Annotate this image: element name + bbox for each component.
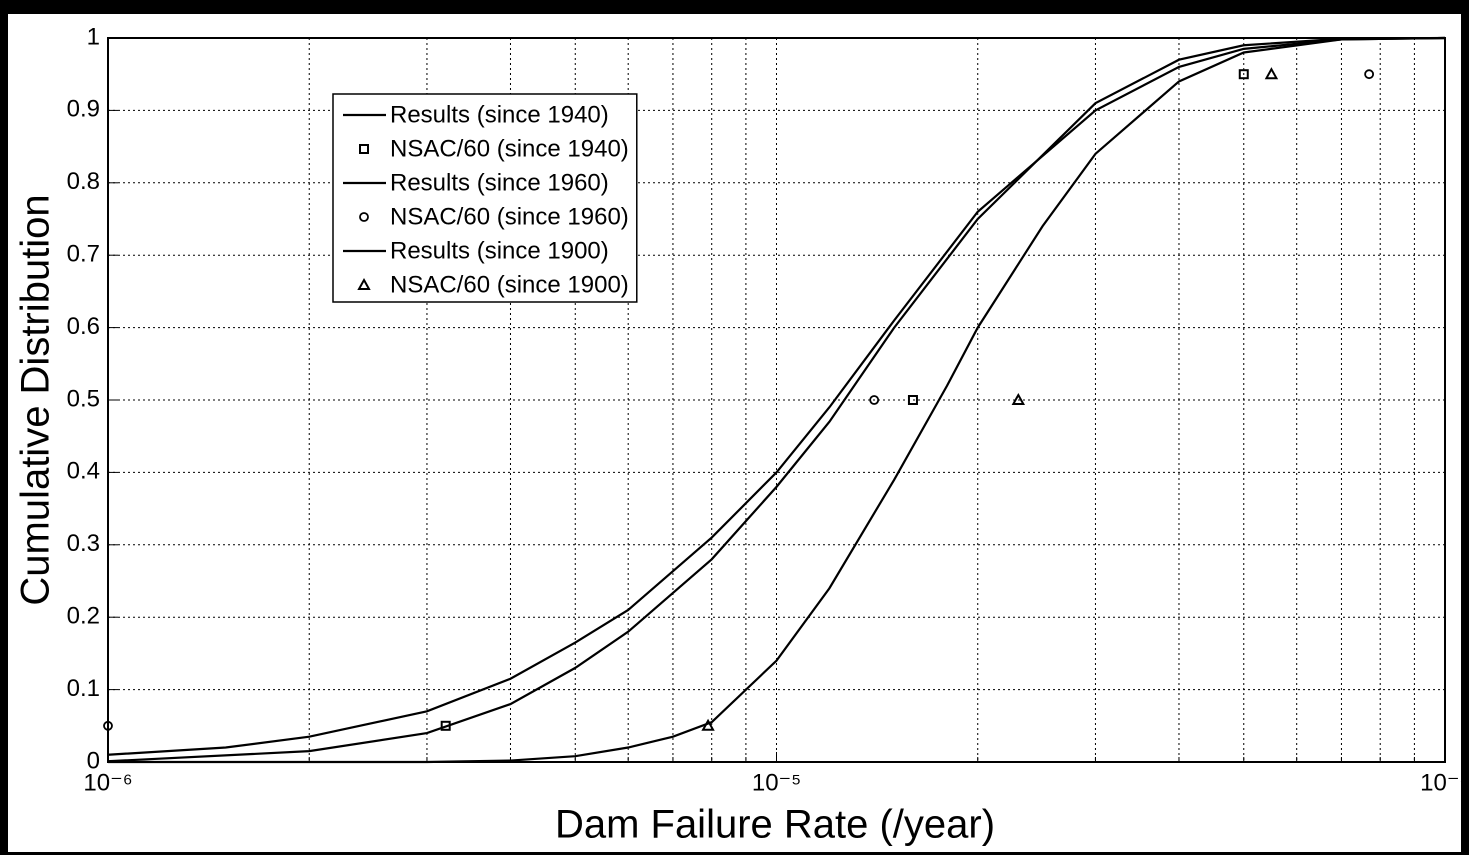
y-tick-label: 0.1 bbox=[67, 675, 100, 702]
plot-frame bbox=[107, 37, 1446, 763]
y-tick-label: 0.8 bbox=[67, 168, 100, 195]
y-tick-label: 0.3 bbox=[67, 530, 100, 557]
y-axis-label: Cumulative Distribution bbox=[14, 194, 58, 605]
legend-label: NSAC/60 (since 1960) bbox=[390, 203, 629, 230]
legend-label: Results (since 1900) bbox=[390, 237, 609, 264]
circle-marker bbox=[359, 212, 369, 222]
y-tick-label: 0.2 bbox=[67, 603, 100, 630]
triangle-marker bbox=[1264, 67, 1279, 80]
legend-box bbox=[332, 93, 638, 303]
y-tick-label: 1 bbox=[87, 23, 100, 50]
result-line bbox=[107, 36, 1446, 763]
square-marker bbox=[907, 395, 918, 405]
x-axis-label: Dam Failure Rate (/year) bbox=[555, 803, 995, 847]
square-marker bbox=[1238, 69, 1249, 80]
result-line bbox=[107, 36, 1446, 756]
legend-label: Results (since 1940) bbox=[390, 101, 609, 128]
circle-marker bbox=[1364, 69, 1375, 80]
triangle-marker bbox=[701, 718, 715, 731]
y-tick-label: 0.4 bbox=[67, 458, 100, 485]
circle-marker bbox=[869, 395, 880, 405]
y-tick-label: 0.5 bbox=[67, 385, 100, 412]
legend-label: NSAC/60 (since 1940) bbox=[390, 135, 629, 162]
legend: Results (since 1940) NSAC/60 (since 1940)… bbox=[332, 93, 638, 303]
y-tick-label: 0.7 bbox=[67, 241, 100, 268]
result-line bbox=[108, 36, 1446, 764]
square-marker bbox=[359, 144, 369, 154]
plot-marks bbox=[103, 36, 1446, 764]
legend-label: Results (since 1960) bbox=[390, 169, 609, 196]
legend-label: NSAC/60 (since 1900) bbox=[390, 271, 629, 298]
triangle-marker bbox=[357, 277, 371, 290]
square-marker bbox=[440, 720, 451, 731]
x-tick-label: 10⁻⁴ bbox=[1420, 769, 1469, 796]
triangle-marker bbox=[1011, 392, 1026, 405]
background bbox=[8, 14, 1461, 852]
y-tick-label: 0.6 bbox=[67, 313, 100, 340]
y-tick-label: 0 bbox=[87, 747, 100, 774]
x-tick-label: 10⁻⁶ bbox=[83, 769, 132, 796]
x-tick-label: 10⁻⁵ bbox=[752, 769, 801, 796]
y-tick-label: 0.9 bbox=[67, 96, 100, 123]
